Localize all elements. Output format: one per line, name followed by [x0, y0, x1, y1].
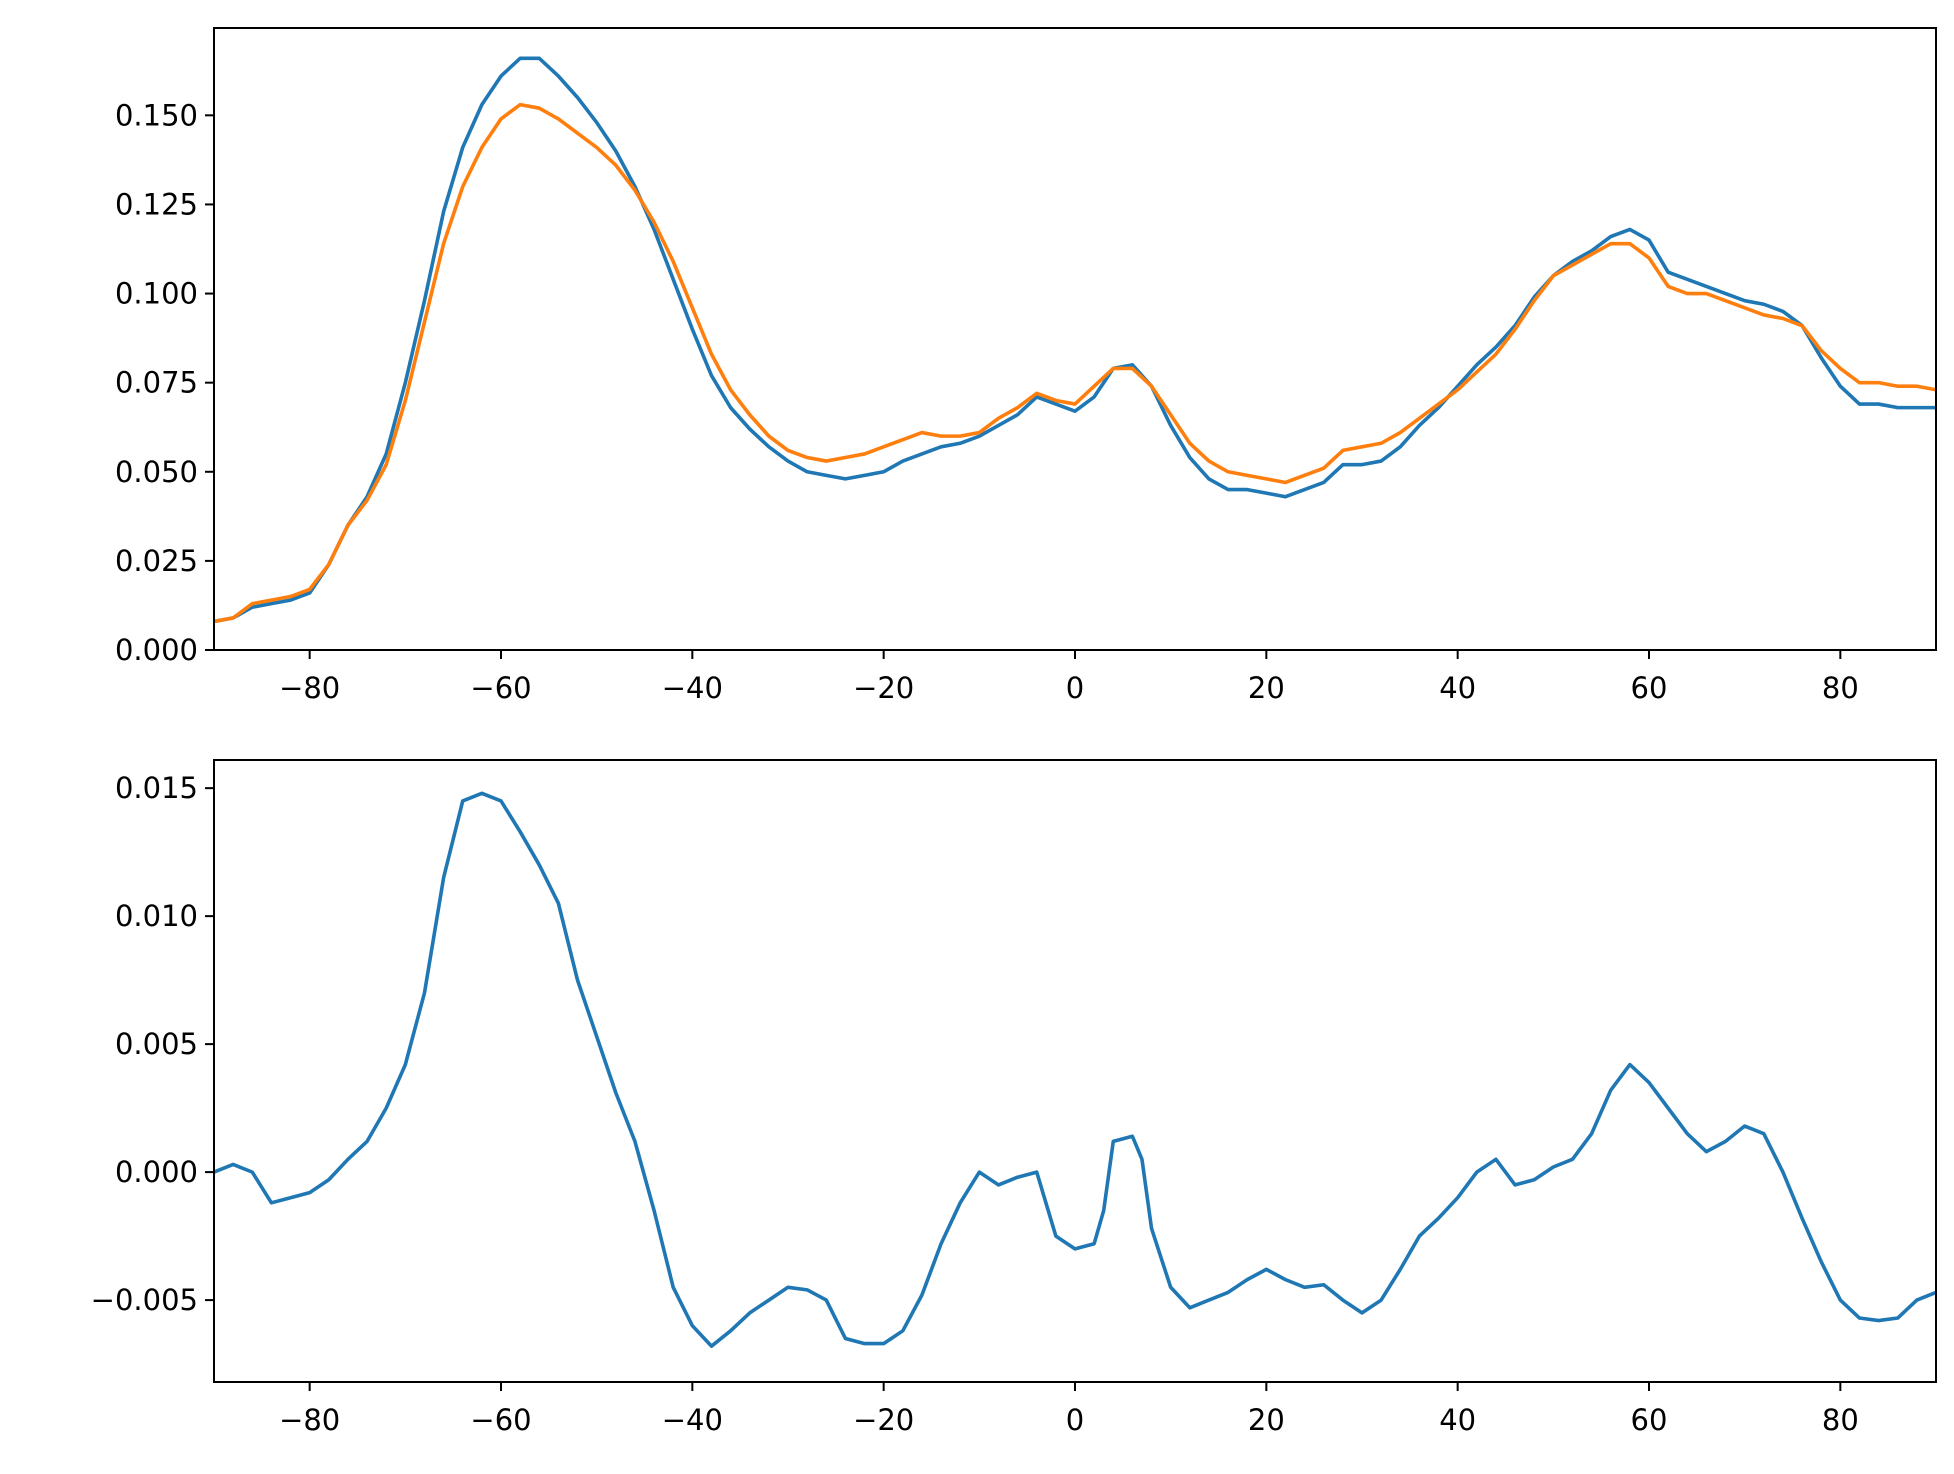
- top-y-tick-label: 0.125: [115, 187, 198, 221]
- bottom-y-tick-label: 0.000: [115, 1155, 198, 1189]
- bottom-y-tick-label: 0.010: [115, 899, 198, 933]
- bottom-x-tick-label: 40: [1439, 1403, 1476, 1437]
- bottom-x-tick-label: 80: [1822, 1403, 1859, 1437]
- top-x-tick-label: −80: [279, 671, 340, 705]
- top-x-tick-label: −40: [662, 671, 723, 705]
- top-y-tick-label: 0.075: [115, 366, 198, 400]
- top-x-tick-label: 20: [1248, 671, 1285, 705]
- top-series-line-2: [214, 102, 1936, 624]
- top-x-tick-label: 80: [1822, 671, 1859, 705]
- top-y-tick-label: 0.000: [115, 633, 198, 667]
- top-y-tick-label: 0.150: [115, 98, 198, 132]
- top-y-tick-label: 0.050: [115, 455, 198, 489]
- bottom-series-line-1: [214, 791, 1936, 1348]
- bottom-x-tick-label: 20: [1248, 1403, 1285, 1437]
- top-y-tick-label: 0.025: [115, 544, 198, 578]
- bottom-x-tick-label: −60: [470, 1403, 531, 1437]
- top-y-tick-label: 0.100: [115, 277, 198, 311]
- bottom-x-tick-label: −40: [662, 1403, 723, 1437]
- bottom-x-tick-label: −80: [279, 1403, 340, 1437]
- bottom-y-tick-label: 0.005: [115, 1027, 198, 1061]
- bottom-y-tick-label: 0.015: [115, 771, 198, 805]
- bottom-y-tick-label: −0.005: [91, 1283, 198, 1317]
- top-x-tick-label: 0: [1066, 671, 1084, 705]
- top-series-line-1: [214, 56, 1936, 624]
- bottom-x-tick-label: −20: [853, 1403, 914, 1437]
- top-x-tick-label: 60: [1631, 671, 1668, 705]
- top-x-tick-label: −20: [853, 671, 914, 705]
- bottom-x-tick-label: 0: [1066, 1403, 1084, 1437]
- top-axes: −80 −60 −40 −20 0 20 40 60 80 0.000 0.025 0.050 0.07…: [115, 27, 1937, 705]
- bottom-axes: −80 −60 −40 −20 0 20 40 60 80 −0.005 0.000 0.005 0.0…: [91, 759, 1937, 1437]
- bottom-x-tick-label: 60: [1631, 1403, 1668, 1437]
- top-x-tick-label: −60: [470, 671, 531, 705]
- top-x-tick-label: 40: [1439, 671, 1476, 705]
